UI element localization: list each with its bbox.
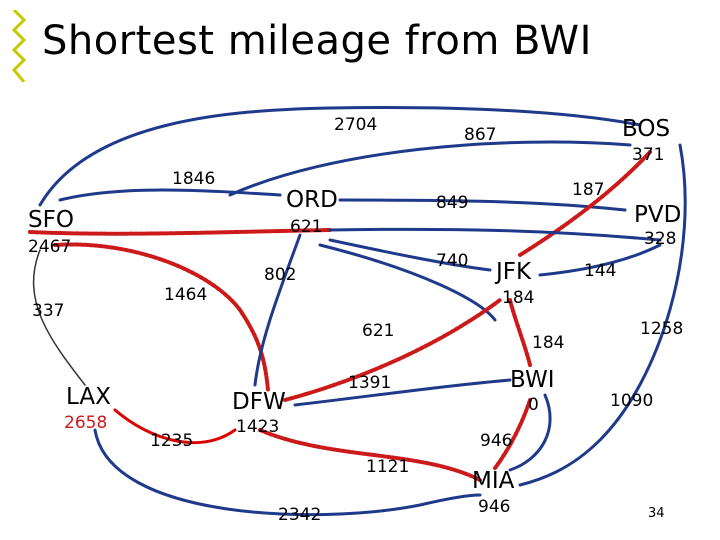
weight-ord-bwi: 621 [362,321,394,341]
edge-ord-bos [228,140,632,197]
vertex-pvd-label: PVD [634,202,681,228]
vertex-sfo-dist: 2467 [28,237,71,257]
weight-sfo-dfw: 1464 [164,285,207,305]
vertex-pvd-dist: 328 [644,229,676,249]
edge-ord-pvd [338,198,627,212]
edge-lax-mia [93,428,482,517]
edge-sfo-lax [32,249,86,386]
page-number: 34 [648,506,665,521]
edge-sfo-dfw [53,242,270,392]
edge-jfk-bwi [508,298,532,367]
edge-ord-jfk [328,238,492,272]
weight-ord-pvd: 849 [436,193,468,213]
weight-ord-bos: 867 [464,125,496,145]
weight-jfk-bwi: 184 [532,333,564,353]
vertex-bos-dist: 371 [632,145,664,165]
weight-lax-mia: 2342 [278,505,321,525]
title-bullet-bar [10,8,28,83]
weight-jfk-mia: 946 [480,431,512,451]
vertex-bwi-label: BWI [510,367,554,393]
vertex-jfk-dist: 184 [502,288,534,308]
vertex-dfw-label: DFW [232,389,286,415]
edge-sfo-bos [38,106,642,207]
weight-jfk-bos: 187 [572,180,604,200]
vertex-mia-dist: 946 [478,497,510,517]
weight-dfw-jfk: 1391 [348,373,391,393]
edge-jfk-bos [518,150,652,257]
edge-ord-pvd-tree [328,227,662,242]
vertex-lax-label: LAX [66,384,111,410]
edge-sfo-ord [58,188,282,202]
weight-sfo-bos: 2704 [334,115,377,135]
edge-dfw-jfk [283,298,502,402]
vertex-bwi-dist: 0 [528,395,539,415]
weight-sfo-ord: 1846 [172,169,215,189]
vertex-ord-label: ORD [286,187,338,213]
edge-ord-dfw [253,233,302,387]
vertex-sfo-label: SFO [28,207,74,233]
edge-jfk-pvd [538,243,662,277]
weight-ord-jfk: 740 [436,251,468,271]
vertex-lax-dist: 2658 [64,413,107,433]
weight-bwi-mia: 1090 [610,391,653,411]
weight-bos-mia: 1258 [640,319,683,339]
slide-title: Shortest mileage from BWI [42,18,592,64]
weight-lax-dfw: 1235 [150,431,193,451]
edge-bwi-mia [508,393,552,472]
edge-dfw-bwi [293,378,512,407]
edge-dfw-mia [258,428,482,482]
weight-ord-dfw: 802 [264,265,296,285]
vertex-mia-label: MIA [472,468,515,494]
vertex-jfk-label: JFK [494,259,532,285]
edge-sfo-ord-tree [28,228,332,236]
edge-ord-bwi [318,243,497,322]
weight-dfw-mia: 1121 [366,457,409,477]
weight-sfo-lax: 337 [32,301,64,321]
vertex-ord-dist: 621 [290,217,322,237]
vertex-dfw-dist: 1423 [236,417,279,437]
edge-bos-mia [518,143,687,487]
vertex-bos-label: BOS [622,116,670,142]
edge-lax-dfw [113,408,237,445]
weight-jfk-pvd: 144 [584,261,616,281]
edge-jfk-mia [493,398,532,470]
